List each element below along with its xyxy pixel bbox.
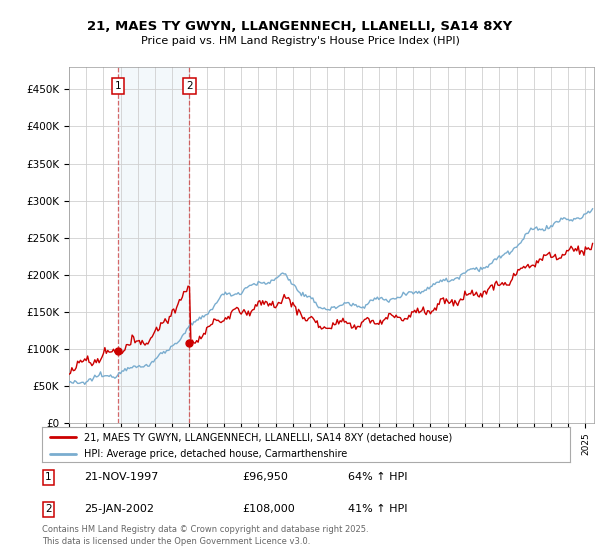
Text: 41% ↑ HPI: 41% ↑ HPI (348, 505, 408, 514)
Text: Price paid vs. HM Land Registry's House Price Index (HPI): Price paid vs. HM Land Registry's House … (140, 36, 460, 46)
Bar (118, 67, 190, 423)
Text: HPI: Average price, detached house, Carmarthenshire: HPI: Average price, detached house, Carm… (84, 449, 347, 459)
Text: 2: 2 (186, 81, 193, 91)
Text: 1: 1 (45, 473, 52, 482)
Text: 21-NOV-1997: 21-NOV-1997 (84, 473, 158, 482)
Text: 21, MAES TY GWYN, LLANGENNECH, LLANELLI, SA14 8XY: 21, MAES TY GWYN, LLANGENNECH, LLANELLI,… (88, 20, 512, 32)
Text: 2: 2 (45, 505, 52, 514)
Text: 1: 1 (115, 81, 121, 91)
Text: 21, MAES TY GWYN, LLANGENNECH, LLANELLI, SA14 8XY (detached house): 21, MAES TY GWYN, LLANGENNECH, LLANELLI,… (84, 432, 452, 442)
Text: £96,950: £96,950 (242, 473, 289, 482)
Text: Contains HM Land Registry data © Crown copyright and database right 2025.
This d: Contains HM Land Registry data © Crown c… (42, 525, 368, 546)
Text: 64% ↑ HPI: 64% ↑ HPI (348, 473, 408, 482)
Text: 25-JAN-2002: 25-JAN-2002 (84, 505, 154, 514)
Text: £108,000: £108,000 (242, 505, 295, 514)
